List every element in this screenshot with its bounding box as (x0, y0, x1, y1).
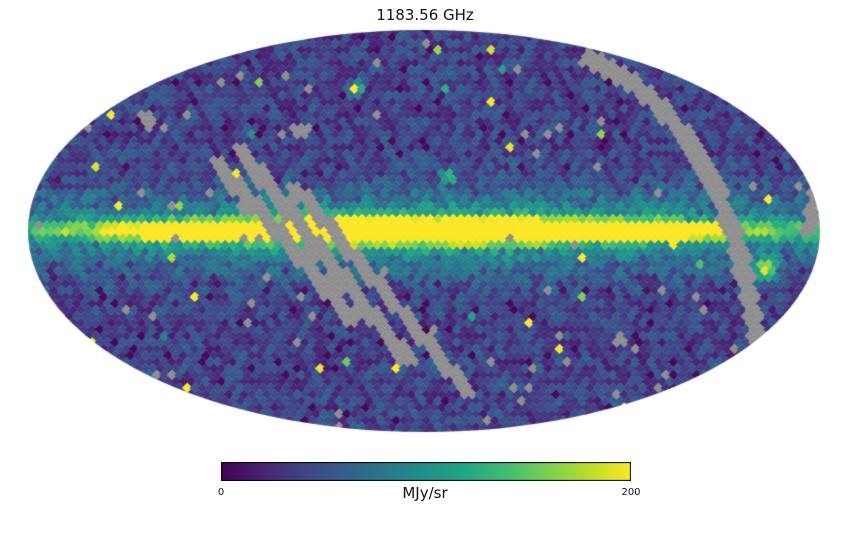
colorbar-label: MJy/sr (402, 484, 448, 502)
colorbar (221, 462, 631, 481)
colorbar-tick-min: 0 (217, 487, 225, 498)
sky-map-canvas (0, 0, 850, 450)
colorbar-tick-max: 200 (621, 487, 641, 498)
